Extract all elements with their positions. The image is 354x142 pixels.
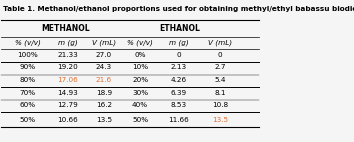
Text: 27.0: 27.0: [96, 52, 112, 58]
Text: 30%: 30%: [132, 90, 148, 96]
Text: 16.2: 16.2: [96, 102, 112, 108]
Text: 13.5: 13.5: [96, 116, 112, 123]
Text: 24.3: 24.3: [96, 64, 112, 70]
Text: 0%: 0%: [135, 52, 146, 58]
Text: 90%: 90%: [20, 64, 36, 70]
Text: 18.9: 18.9: [96, 90, 112, 96]
Text: ETHANOL: ETHANOL: [160, 24, 201, 33]
Text: 50%: 50%: [20, 116, 36, 123]
Text: % (v/v): % (v/v): [127, 40, 153, 46]
Text: 2.7: 2.7: [215, 64, 226, 70]
Text: 0: 0: [177, 52, 181, 58]
Text: 10.66: 10.66: [57, 116, 78, 123]
Text: 6.39: 6.39: [171, 90, 187, 96]
Text: 12.79: 12.79: [57, 102, 78, 108]
Text: 100%: 100%: [17, 52, 38, 58]
Text: Table 1. Methanol/ethanol proportions used for obtaining methyl/ethyl babassu bi: Table 1. Methanol/ethanol proportions us…: [3, 6, 354, 12]
Text: 21.6: 21.6: [96, 77, 112, 83]
Text: m (g): m (g): [169, 40, 189, 46]
Text: 8.53: 8.53: [171, 102, 187, 108]
Text: 20%: 20%: [132, 77, 148, 83]
Text: 13.5: 13.5: [212, 116, 228, 123]
Text: 17.06: 17.06: [57, 77, 78, 83]
Text: 14.93: 14.93: [57, 90, 78, 96]
Text: 0: 0: [218, 52, 223, 58]
Text: 60%: 60%: [20, 102, 36, 108]
Text: % (v/v): % (v/v): [15, 40, 41, 46]
Text: 8.1: 8.1: [215, 90, 226, 96]
Text: 50%: 50%: [132, 116, 148, 123]
Text: 2.13: 2.13: [171, 64, 187, 70]
Text: 11.66: 11.66: [169, 116, 189, 123]
Text: 5.4: 5.4: [215, 77, 226, 83]
Text: METHANOL: METHANOL: [41, 24, 90, 33]
Text: 21.33: 21.33: [57, 52, 78, 58]
Text: 70%: 70%: [20, 90, 36, 96]
Text: 4.26: 4.26: [171, 77, 187, 83]
Text: 40%: 40%: [132, 102, 148, 108]
Text: 10%: 10%: [132, 64, 148, 70]
Text: 80%: 80%: [20, 77, 36, 83]
Text: V (mL): V (mL): [208, 40, 232, 46]
Text: 10.8: 10.8: [212, 102, 228, 108]
Text: m (g): m (g): [58, 40, 78, 46]
Text: 19.20: 19.20: [57, 64, 78, 70]
Text: V (mL): V (mL): [92, 40, 116, 46]
